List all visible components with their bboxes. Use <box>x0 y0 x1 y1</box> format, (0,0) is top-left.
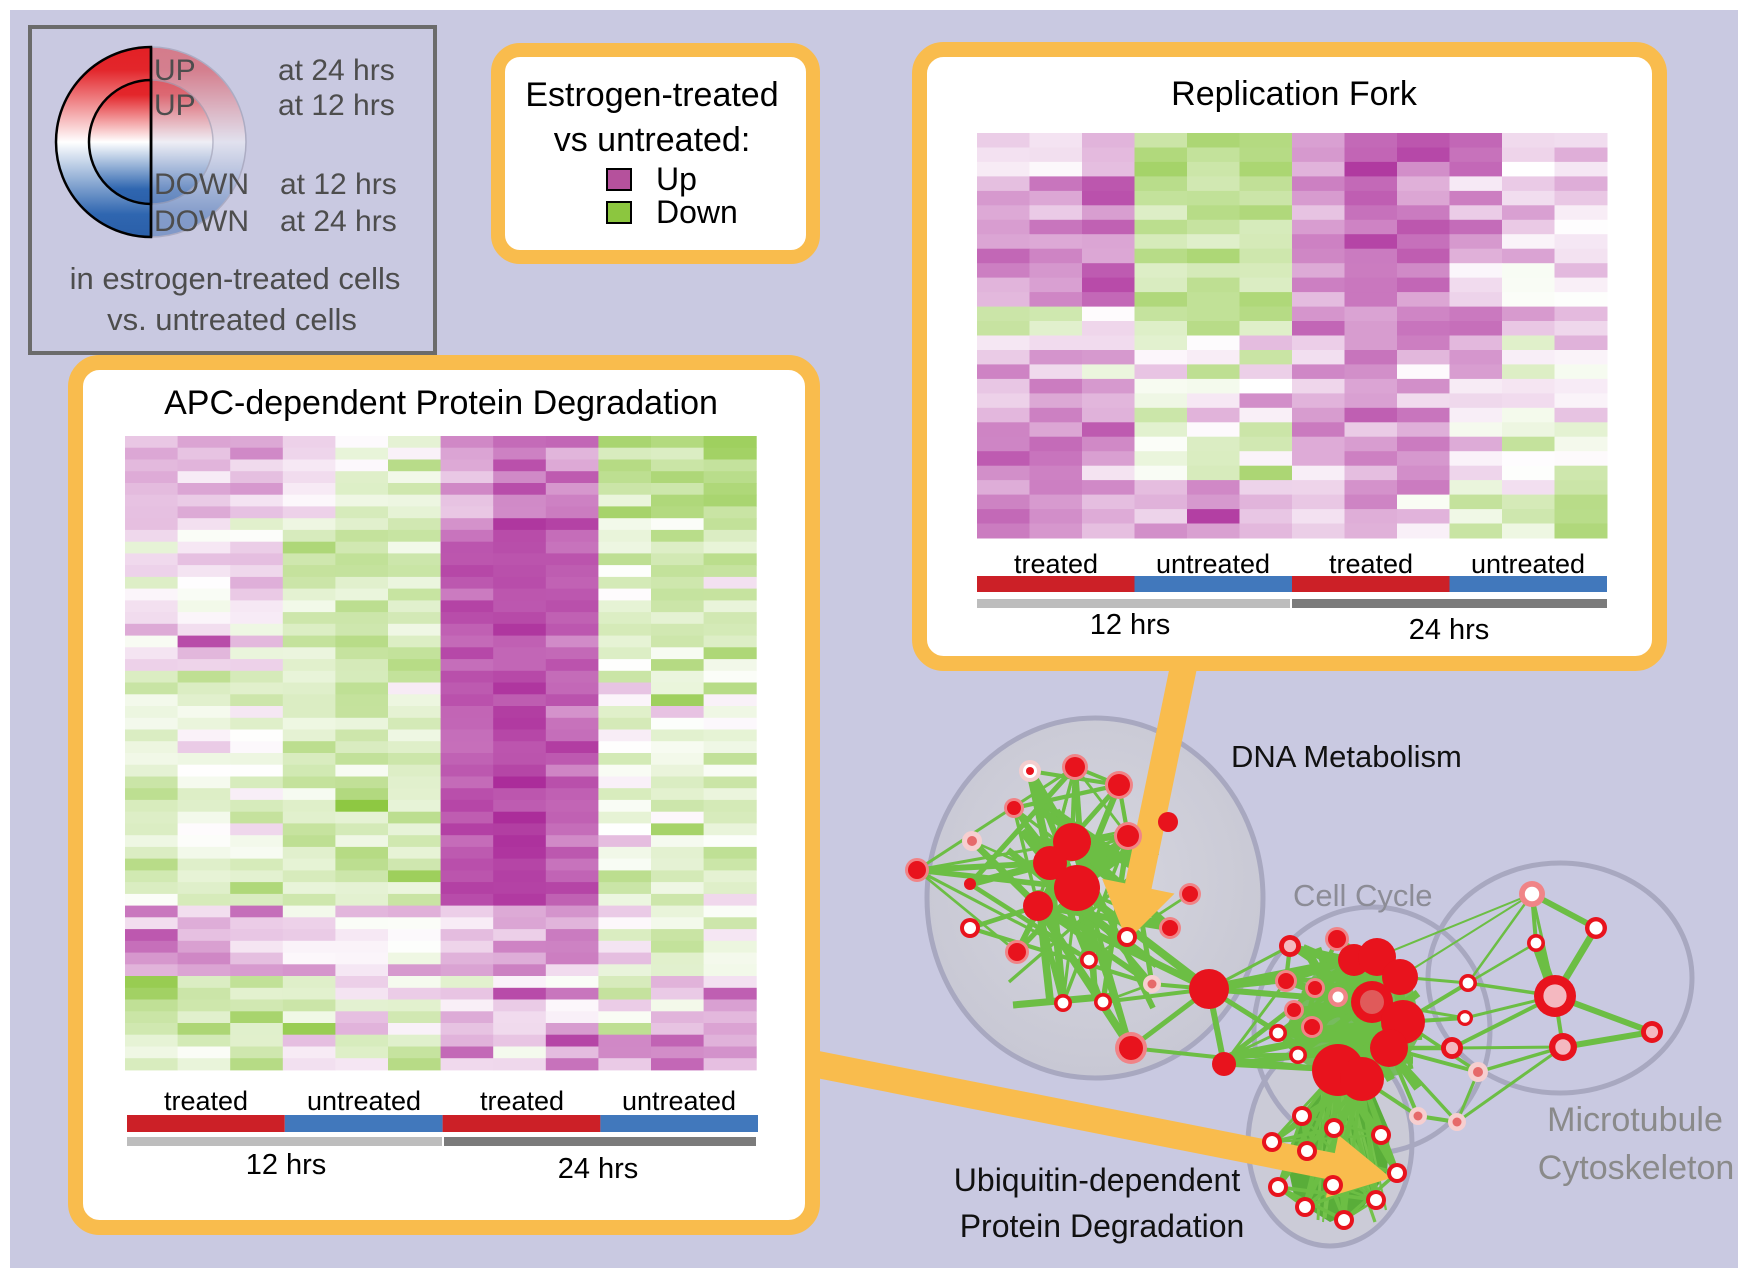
svg-text:DOWN: DOWN <box>154 205 249 238</box>
svg-text:untreated: untreated <box>1471 549 1585 579</box>
svg-text:Cytoskeleton: Cytoskeleton <box>1538 1149 1735 1187</box>
svg-text:at 12 hrs: at 12 hrs <box>278 89 395 122</box>
svg-text:12 hrs: 12 hrs <box>1090 609 1171 641</box>
svg-text:UP: UP <box>154 89 196 122</box>
svg-text:vs untreated:: vs untreated: <box>554 121 751 159</box>
svg-text:treated: treated <box>1014 549 1098 579</box>
svg-text:Down: Down <box>656 194 738 230</box>
svg-text:vs. untreated cells: vs. untreated cells <box>107 302 357 337</box>
svg-text:Up: Up <box>656 161 697 197</box>
svg-text:UP: UP <box>154 54 196 87</box>
svg-text:Replication Fork: Replication Fork <box>1171 75 1418 113</box>
svg-text:DNA Metabolism: DNA Metabolism <box>1231 739 1462 774</box>
svg-text:untreated: untreated <box>307 1086 421 1116</box>
svg-text:24 hrs: 24 hrs <box>558 1153 639 1185</box>
svg-text:treated: treated <box>164 1086 248 1116</box>
svg-text:12 hrs: 12 hrs <box>246 1149 327 1181</box>
svg-text:untreated: untreated <box>1156 549 1270 579</box>
svg-text:Microtubule: Microtubule <box>1547 1101 1723 1139</box>
svg-text:untreated: untreated <box>622 1086 736 1116</box>
svg-text:Estrogen-treated: Estrogen-treated <box>525 76 778 114</box>
svg-text:24 hrs: 24 hrs <box>1409 614 1490 646</box>
svg-text:Protein Degradation: Protein Degradation <box>960 1208 1245 1244</box>
svg-text:at 24 hrs: at 24 hrs <box>278 54 395 87</box>
svg-text:in estrogen-treated cells: in estrogen-treated cells <box>70 261 401 296</box>
svg-text:Cell Cycle: Cell Cycle <box>1293 878 1433 913</box>
svg-text:treated: treated <box>1329 549 1413 579</box>
svg-text:APC-dependent Protein Degradat: APC-dependent Protein Degradation <box>164 384 718 422</box>
svg-text:at 24 hrs: at 24 hrs <box>280 205 397 238</box>
svg-text:DOWN: DOWN <box>154 168 249 201</box>
svg-text:at 12 hrs: at 12 hrs <box>280 168 397 201</box>
svg-text:Ubiquitin-dependent: Ubiquitin-dependent <box>954 1162 1241 1198</box>
svg-text:treated: treated <box>480 1086 564 1116</box>
